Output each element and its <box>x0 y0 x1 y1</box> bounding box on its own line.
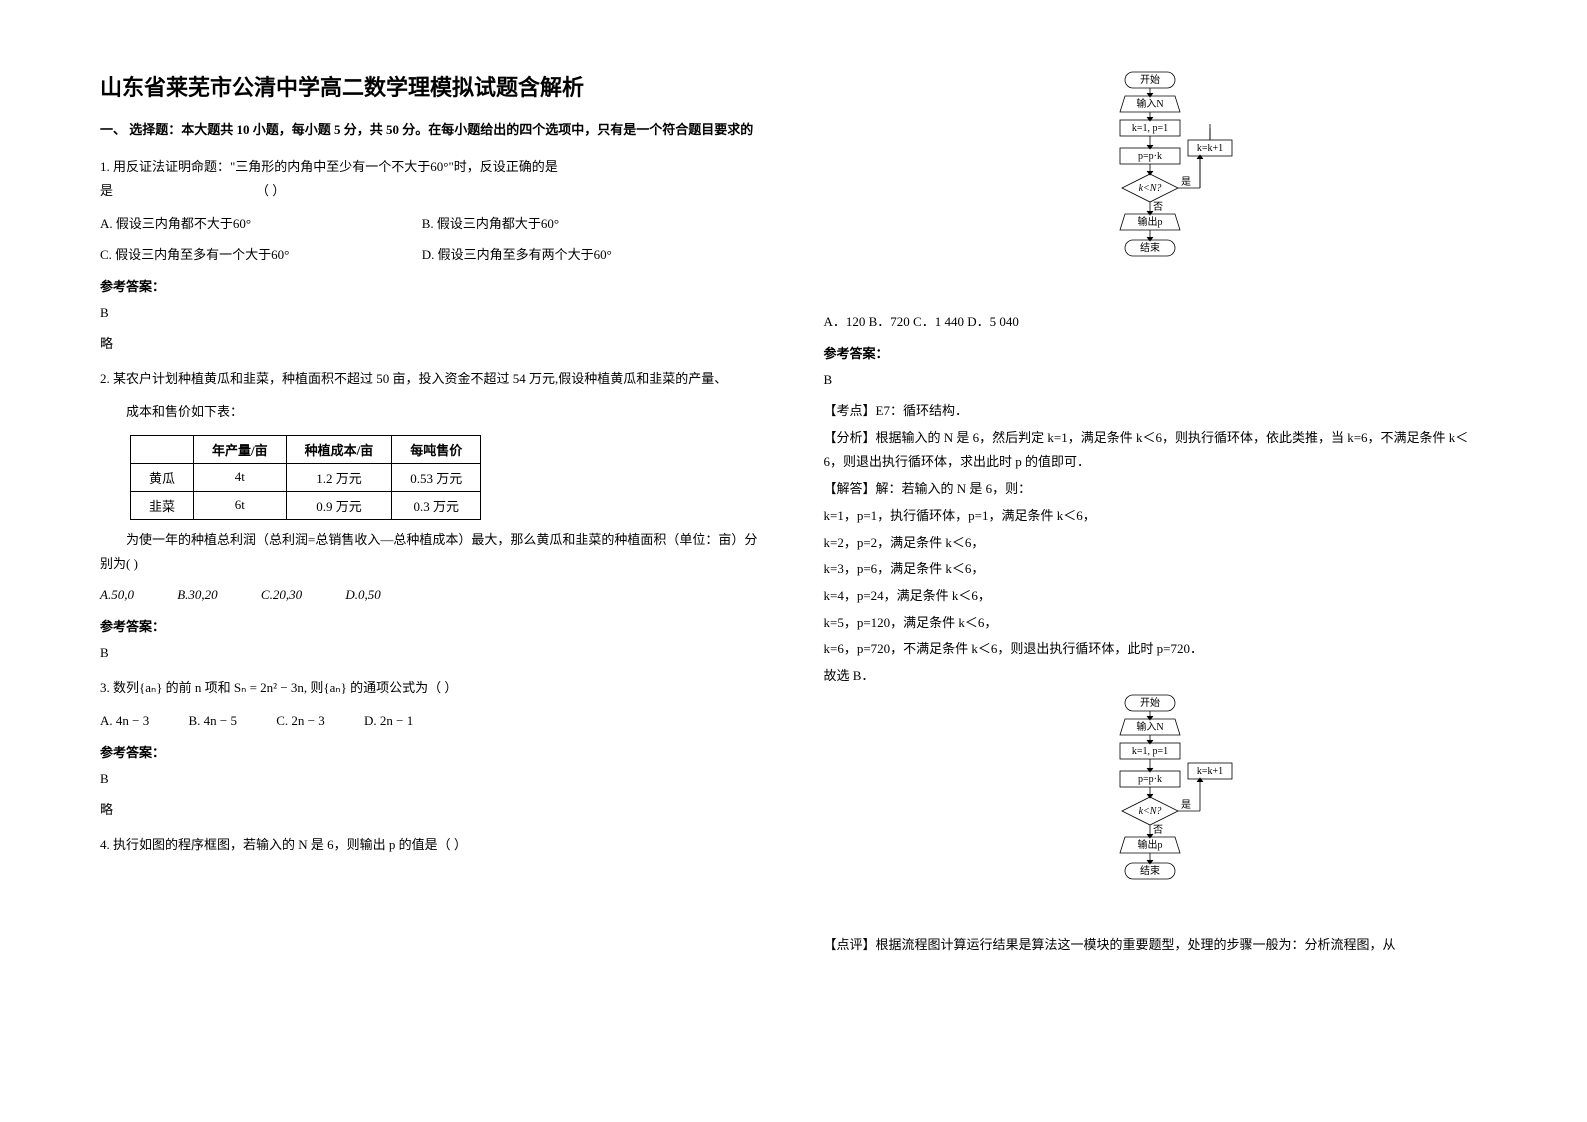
cell: 1.2 万元 <box>286 463 392 491</box>
q4-answer: B <box>824 368 1488 391</box>
q4-answer-label: 参考答案： <box>824 343 1488 362</box>
q1-opt-a: A. 假设三内角都不大于60° <box>100 212 418 237</box>
flow-input: 输入N <box>1137 97 1164 110</box>
th-cost: 种植成本/亩 <box>286 435 392 463</box>
flow-calc-2: p=p·k <box>1138 774 1162 785</box>
q1-options-row1: A. 假设三内角都不大于60° B. 假设三内角都大于60° <box>100 212 764 237</box>
q1-opt-b: B. 假设三内角都大于60° <box>422 212 740 237</box>
q4-l1: k=1，p=1，执行循环体，p=1，满足条件 k＜6， <box>824 504 1488 529</box>
q4-point: 【考点】E7：循环结构． <box>824 399 1488 424</box>
q4-l7: 故选 B． <box>824 664 1488 689</box>
q1-text: 1. 用反证法证明命题："三角形的内角中至少有一个不大于60°"时，反设正确的是 <box>100 159 558 174</box>
flow-calc: p=p·k <box>1138 151 1162 162</box>
flowchart-1: 开始 输入N k=1, p=1 p=p·k k<N? 是 否 k=k+1 输出p… <box>824 70 1488 300</box>
q4-solve-head: 【解答】解：若输入的 N 是 6，则： <box>824 477 1488 502</box>
q4-l3: k=3，p=6，满足条件 k＜6， <box>824 557 1488 582</box>
q3-answer-label: 参考答案： <box>100 742 764 761</box>
q3-opt-a: A. 4n − 3 <box>100 713 149 728</box>
q1-blank: （ ） <box>256 183 285 198</box>
flowchart-svg-2: 开始 输入N k=1, p=1 p=p·k k<N? 是 否 k=k+1 输出p… <box>1070 693 1240 923</box>
q2-stem2: 成本和售价如下表： <box>100 400 764 425</box>
section-instruction: 一、 选择题：本大题共 10 小题，每小题 5 分，共 50 分。在每小题给出的… <box>100 120 764 141</box>
q1-answer-label: 参考答案： <box>100 276 764 295</box>
flow-inc-2: k=k+1 <box>1197 766 1223 777</box>
flow-end: 结束 <box>1140 241 1160 254</box>
flow-no-2: 否 <box>1153 824 1163 836</box>
flowchart-svg: 开始 输入N k=1, p=1 p=p·k k<N? 是 否 k=k+1 输出p… <box>1070 70 1240 300</box>
q4-review: 【点评】根据流程图计算运行结果是算法这一模块的重要题型，处理的步骤一般为：分析流… <box>824 933 1488 958</box>
q2-stem1: 2. 某农户计划种植黄瓜和韭菜，种植面积不超过 50 亩，投入资金不超过 54 … <box>100 367 764 392</box>
q3-opt-b: B. 4n − 5 <box>188 713 237 728</box>
page-title: 山东省莱芜市公清中学高二数学理模拟试题含解析 <box>100 70 764 102</box>
q2-opt-b: B.30,20 <box>177 587 217 602</box>
q2-opt-c: C.20,30 <box>261 587 302 602</box>
cell: 4t <box>194 463 287 491</box>
q4-l4: k=4，p=24，满足条件 k＜6， <box>824 584 1488 609</box>
flow-out-2: 输出p <box>1138 838 1163 851</box>
q4-l2: k=2，p=2，满足条件 k＜6， <box>824 531 1488 556</box>
q2-opt-d: D.0,50 <box>345 587 380 602</box>
flow-start-2: 开始 <box>1140 696 1160 709</box>
q4-stem: 4. 执行如图的程序框图，若输入的 N 是 6，则输出 p 的值是（ ） <box>100 833 764 858</box>
q2-row-leek: 韭菜 6t 0.9 万元 0.3 万元 <box>131 491 481 519</box>
q2-table: 年产量/亩 种植成本/亩 每吨售价 黄瓜 4t 1.2 万元 0.53 万元 韭… <box>130 435 481 520</box>
cell: 6t <box>194 491 287 519</box>
cell: 0.3 万元 <box>392 491 481 519</box>
q2-answer-label: 参考答案： <box>100 616 764 635</box>
q3-answer: B <box>100 767 764 790</box>
cell: 黄瓜 <box>131 463 194 491</box>
cell: 韭菜 <box>131 491 194 519</box>
q2-opt-a: A.50,0 <box>100 587 134 602</box>
flow-no: 否 <box>1153 201 1163 213</box>
q3-opt-c: C. 2n − 3 <box>276 713 325 728</box>
q3-opt-d: D. 2n − 1 <box>364 713 413 728</box>
th-yield: 年产量/亩 <box>194 435 287 463</box>
flow-out: 输出p <box>1138 215 1163 228</box>
flow-init-2: k=1, p=1 <box>1132 746 1168 757</box>
flow-input-2: 输入N <box>1137 720 1164 733</box>
flow-cond-2: k<N? <box>1139 806 1162 817</box>
flow-init: k=1, p=1 <box>1132 123 1168 134</box>
flowchart-2: 开始 输入N k=1, p=1 p=p·k k<N? 是 否 k=k+1 输出p… <box>824 693 1488 923</box>
q1-note: 略 <box>100 332 764 355</box>
q1-options-row2: C. 假设三内角至多有一个大于60° D. 假设三内角至多有两个大于60° <box>100 243 764 268</box>
cell: 0.9 万元 <box>286 491 392 519</box>
q3-note: 略 <box>100 798 764 821</box>
q1-opt-d: D. 假设三内角至多有两个大于60° <box>422 243 740 268</box>
q1-stem: 1. 用反证法证明命题："三角形的内角中至少有一个不大于60°"时，反设正确的是… <box>100 155 764 204</box>
flow-cond: k<N? <box>1139 183 1162 194</box>
q2-options: A.50,0 B.30,20 C.20,30 D.0,50 <box>100 583 764 608</box>
flow-yes-2: 是 <box>1181 799 1191 811</box>
q3-stem: 3. 数列{aₙ} 的前 n 项和 Sₙ = 2n² − 3n, 则{aₙ} 的… <box>100 676 764 701</box>
q2-row-cucumber: 黄瓜 4t 1.2 万元 0.53 万元 <box>131 463 481 491</box>
q4-l5: k=5，p=120，满足条件 k＜6， <box>824 611 1488 636</box>
cell: 0.53 万元 <box>392 463 481 491</box>
th-blank <box>131 435 194 463</box>
q4-l6: k=6，p=720，不满足条件 k＜6，则退出执行循环体，此时 p=720． <box>824 637 1488 662</box>
flow-yes: 是 <box>1181 176 1191 188</box>
q4-analysis: 【分析】根据输入的 N 是 6，然后判定 k=1，满足条件 k＜6，则执行循环体… <box>824 426 1488 475</box>
q3-options: A. 4n − 3 B. 4n − 5 C. 2n − 3 D. 2n − 1 <box>100 709 764 734</box>
q1-opt-c: C. 假设三内角至多有一个大于60° <box>100 243 418 268</box>
q2-table-head: 年产量/亩 种植成本/亩 每吨售价 <box>131 435 481 463</box>
flow-end-2: 结束 <box>1140 864 1160 877</box>
q1-answer: B <box>100 301 764 324</box>
flow-start: 开始 <box>1140 73 1160 86</box>
q2-stem3: 为使一年的种植总利润（总利润=总销售收入—总种植成本）最大，那么黄瓜和韭菜的种植… <box>100 528 764 577</box>
th-price: 每吨售价 <box>392 435 481 463</box>
q2-answer: B <box>100 641 764 664</box>
flow-inc: k=k+1 <box>1197 143 1223 154</box>
q4-options: A．120 B．720 C．1 440 D．5 040 <box>824 310 1488 335</box>
